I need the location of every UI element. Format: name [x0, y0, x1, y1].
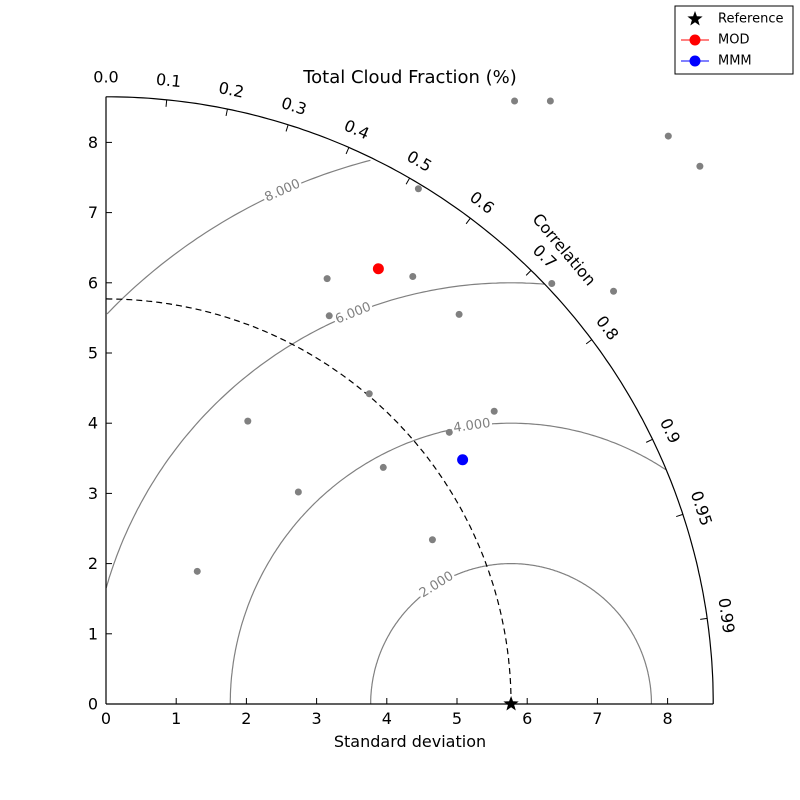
y-tick-label: 4 — [88, 414, 98, 433]
rms-contour-label: 8.000 — [263, 177, 303, 206]
rms-contour-label: 4.000 — [453, 416, 492, 436]
model-point — [664, 132, 672, 140]
rms-contour — [106, 159, 371, 315]
correlation-tick-label: 0.5 — [404, 147, 436, 176]
y-tick-label: 8 — [88, 133, 98, 152]
x-tick-label: 2 — [241, 709, 251, 728]
correlation-tick — [345, 147, 350, 155]
correlation-tick-label: 0.1 — [155, 70, 182, 91]
rms-contours: 2.000 4.000 6.000 8.000 — [105, 159, 667, 705]
reference-star-marker — [503, 696, 519, 711]
model-point — [323, 275, 331, 283]
correlation-tick-label: 0.6 — [466, 187, 498, 217]
legend-label: MOD — [718, 33, 749, 48]
model-point — [244, 417, 252, 425]
model-point — [365, 390, 373, 398]
model-point — [414, 185, 422, 193]
outer-arc — [106, 96, 714, 704]
y-tick-label: 0 — [88, 695, 98, 714]
y-tick-label: 1 — [88, 624, 98, 643]
mod-point — [372, 263, 384, 275]
x-tick-label: 8 — [663, 709, 673, 728]
reference-std-arc — [105, 298, 512, 705]
legend-marker — [689, 55, 701, 67]
model-point — [409, 272, 417, 280]
model-point — [455, 310, 463, 318]
chart-title: Total Cloud Fraction (%) — [302, 67, 517, 88]
correlation-tick-label: 0.9 — [656, 415, 684, 446]
x-tick-label: 6 — [522, 709, 532, 728]
correlation-tick — [645, 438, 653, 443]
y-tick-label: 2 — [88, 554, 98, 573]
model-point — [610, 287, 618, 295]
correlation-tick-label: 0.4 — [341, 116, 372, 144]
y-tick-label: 7 — [88, 203, 98, 222]
correlation-tick — [165, 99, 168, 107]
legend-label: Reference — [718, 12, 783, 27]
y-tick-label: 5 — [88, 344, 98, 363]
correlation-tick — [676, 513, 684, 518]
correlation-tick-label: 0.99 — [715, 597, 739, 635]
x-axis-label: Standard deviation — [334, 732, 486, 751]
correlation-tick-label: 0.2 — [217, 78, 246, 102]
model-point — [445, 428, 453, 436]
correlation-tick — [405, 177, 411, 185]
y-tick-label: 3 — [88, 484, 98, 503]
model-point — [511, 97, 519, 105]
model-point — [428, 536, 436, 544]
model-point — [546, 97, 554, 105]
correlation-tick — [465, 217, 471, 225]
correlation-tick-label: 0.95 — [687, 488, 716, 528]
correlation-tick-label: 0.8 — [592, 312, 622, 344]
correlation-tick — [585, 339, 593, 345]
x-tick-label: 3 — [312, 709, 322, 728]
legend: Reference MOD MMM — [674, 5, 794, 75]
model-point — [193, 567, 201, 575]
rms-contour — [229, 422, 667, 704]
correlation-tick — [285, 124, 289, 132]
model-point — [696, 162, 704, 170]
model-point — [379, 463, 387, 471]
correlation-tick — [525, 270, 532, 276]
correlation-tick — [700, 617, 708, 620]
y-axis-ticks: 0 1 2 3 4 5 6 7 8 — [88, 133, 112, 714]
model-point — [490, 407, 498, 415]
y-tick-label: 6 — [88, 273, 98, 292]
legend-marker — [689, 34, 701, 46]
rms-contour-label: 6.000 — [333, 300, 373, 328]
data-points — [193, 97, 704, 711]
legend-label: MMM — [718, 54, 752, 69]
rms-contour-label: 2.000 — [417, 569, 457, 601]
model-point — [548, 280, 556, 288]
x-tick-label: 7 — [592, 709, 602, 728]
rms-contour — [370, 562, 653, 705]
model-point — [325, 312, 333, 320]
axis-frame — [105, 96, 714, 705]
model-point — [294, 488, 302, 496]
correlation-ticks: 0.0 0.1 0.20.30.40.50.60.70.80.90.950.99 — [93, 68, 738, 635]
legend-reference-star — [687, 11, 703, 26]
correlation-tick-label: 0.0 — [93, 68, 118, 87]
x-axis-ticks: 0 1 2 3 4 5 6 7 8 — [101, 698, 673, 728]
x-tick-label: 0 — [101, 709, 111, 728]
correlation-tick-label: 0.3 — [279, 93, 309, 119]
mmm-point — [457, 454, 469, 466]
correlation-tick — [225, 108, 228, 117]
x-tick-label: 5 — [452, 709, 462, 728]
rms-contour — [105, 282, 545, 589]
x-tick-label: 1 — [171, 709, 181, 728]
x-tick-label: 4 — [382, 709, 392, 728]
